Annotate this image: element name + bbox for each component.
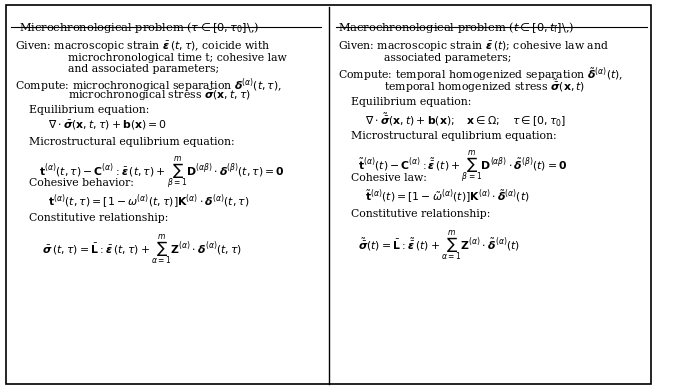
Text: $\nabla \cdot \tilde{\bar{\boldsymbol{\sigma}}}(\mathbf{x}, t) + \mathbf{b}(\mat: $\nabla \cdot \tilde{\bar{\boldsymbol{\s… (364, 111, 566, 129)
Text: Cohesive behavior:: Cohesive behavior: (29, 178, 134, 188)
Text: Given: macroscopic strain $\bar{\boldsymbol{\epsilon}}\,(t)$; cohesive law and: Given: macroscopic strain $\bar{\boldsym… (338, 39, 610, 54)
Text: microchronogical stress $\bar{\boldsymbol{\sigma}}(\mathbf{x}, t, \tau)$: microchronogical stress $\bar{\boldsymbo… (68, 89, 251, 103)
Text: Constitutive relationship:: Constitutive relationship: (351, 209, 491, 219)
Text: Given: macroscopic strain $\bar{\boldsymbol{\epsilon}}\,(t, \tau)$, coicide with: Given: macroscopic strain $\bar{\boldsym… (14, 39, 270, 54)
Text: and associated parameters;: and associated parameters; (68, 65, 219, 74)
Text: Microstructural equlibrium equation:: Microstructural equlibrium equation: (351, 131, 557, 141)
Text: $\tilde{\mathbf{t}}^{(\alpha)}(t) = [1 - \tilde{\omega}^{(\alpha)}(t)]\mathbf{K}: $\tilde{\mathbf{t}}^{(\alpha)}(t) = [1 -… (364, 188, 530, 205)
Text: $\tilde{\bar{\boldsymbol{\sigma}}}(t) = \bar{\mathbf{L}} : \tilde{\bar{\boldsymb: $\tilde{\bar{\boldsymbol{\sigma}}}(t) = … (358, 228, 520, 263)
Text: Microstructural equlibrium equation:: Microstructural equlibrium equation: (29, 137, 234, 147)
Text: Equilibrium equation:: Equilibrium equation: (29, 105, 149, 115)
Text: Equilibrium equation:: Equilibrium equation: (351, 97, 472, 107)
Text: Compute: temporal homogenized separation $\tilde{\boldsymbol{\delta}}^{(\alpha)}: Compute: temporal homogenized separation… (338, 65, 623, 83)
Text: $\tilde{\mathbf{t}}^{(\alpha)}(t) - \mathbf{C}^{(\alpha)} : \tilde{\bar{\boldsym: $\tilde{\mathbf{t}}^{(\alpha)}(t) - \mat… (358, 149, 568, 186)
Text: Compute: microchronogical separation $\boldsymbol{\delta}^{(\alpha)}(t, \tau)$,: Compute: microchronogical separation $\b… (14, 77, 282, 95)
Text: associated parameters;: associated parameters; (384, 53, 512, 63)
Text: $\mathbf{t}^{(\alpha)}(t, \tau) = [1 - \omega^{(\alpha)}(t, \tau)]\mathbf{K}^{(\: $\mathbf{t}^{(\alpha)}(t, \tau) = [1 - \… (49, 192, 250, 211)
Text: microchronological time t; cohesive law: microchronological time t; cohesive law (68, 53, 287, 63)
FancyBboxPatch shape (6, 5, 651, 384)
Text: Macrochronological problem ($t \in [0, t_\mathrm{f}]$\,): Macrochronological problem ($t \in [0, t… (338, 20, 575, 35)
Text: $\bar{\boldsymbol{\sigma}}\,(t, \tau) = \bar{\mathbf{L}} : \bar{\boldsymbol{\eps: $\bar{\boldsymbol{\sigma}}\,(t, \tau) = … (42, 232, 242, 267)
Text: temporal homogenized stress $\tilde{\bar{\boldsymbol{\sigma}}}(\mathbf{x}, t)$: temporal homogenized stress $\tilde{\bar… (384, 77, 585, 95)
Text: Microchronological problem ($\tau \in [0, \tau_0]$\,): Microchronological problem ($\tau \in [0… (19, 20, 260, 35)
Text: Constitutive relationship:: Constitutive relationship: (29, 213, 169, 223)
Text: Cohesive law:: Cohesive law: (351, 173, 427, 183)
Text: $\mathbf{t}^{(\alpha)}(t, \tau) - \mathbf{C}^{(\alpha)} : \bar{\boldsymbol{\epsi: $\mathbf{t}^{(\alpha)}(t, \tau) - \mathb… (38, 155, 284, 192)
Text: $\nabla \cdot \bar{\boldsymbol{\sigma}}(\mathbf{x}, t, \tau) + \mathbf{b}(\mathb: $\nabla \cdot \bar{\boldsymbol{\sigma}}(… (49, 118, 168, 132)
